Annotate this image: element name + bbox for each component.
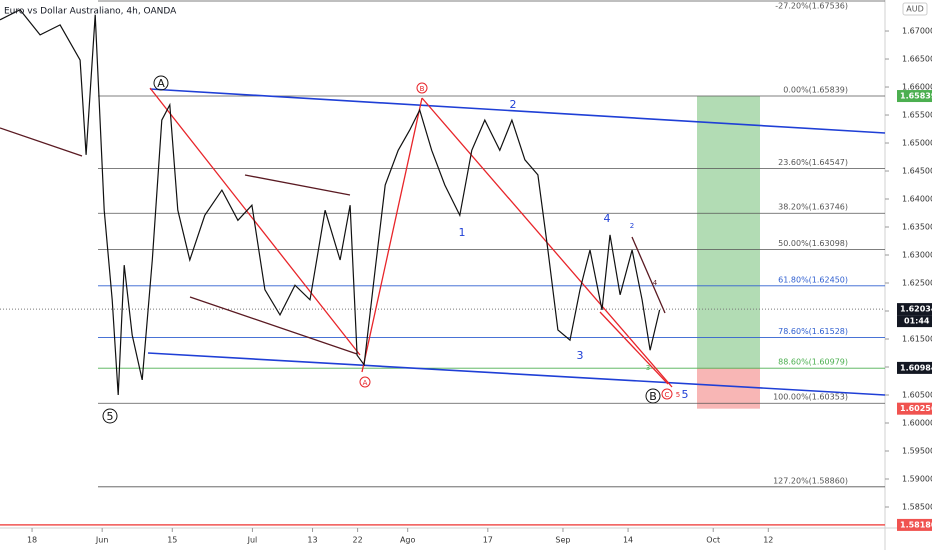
loss-zone xyxy=(697,367,760,409)
annotation: C xyxy=(665,391,670,399)
y-tick-label: 1.59000 xyxy=(902,474,932,483)
x-tick-label: 15 xyxy=(167,536,177,545)
series-layer xyxy=(0,8,661,396)
annotation: 5 xyxy=(676,391,680,399)
wedge-line xyxy=(631,236,666,314)
x-tick-label: 17 xyxy=(483,536,493,545)
annotation-circle xyxy=(359,376,371,388)
countdown: 01:44 xyxy=(904,317,930,326)
profit-zone xyxy=(697,96,760,368)
wedge-line xyxy=(0,127,83,157)
price-badge-label: 1.62034 xyxy=(900,305,932,314)
fib-label: 88.60%(1.60979) xyxy=(778,358,848,367)
fib-label: 78.60%(1.61528) xyxy=(778,327,848,336)
fib-label: 23.60%(1.64547) xyxy=(778,158,848,167)
countdown-badge xyxy=(897,315,932,328)
axis-layer: 1.585001.590001.595001.600001.605001.610… xyxy=(27,27,932,545)
currency-box xyxy=(902,2,928,16)
price-line xyxy=(0,8,661,396)
x-tick-label: 13 xyxy=(307,536,317,545)
channel-line xyxy=(147,352,886,396)
x-tick-label: Jul xyxy=(247,536,258,545)
wave-line xyxy=(599,311,669,385)
channel-line xyxy=(149,88,886,134)
x-tick-label: 12 xyxy=(763,536,773,545)
annotation: 4 xyxy=(604,212,611,225)
price-badge-label: 1.60984 xyxy=(900,363,932,372)
annotation: 4 xyxy=(653,279,658,287)
x-tick-label: Oct xyxy=(706,536,720,545)
annotation: 1 xyxy=(459,226,466,239)
annotation-circle xyxy=(645,388,661,404)
wedge-line xyxy=(189,296,358,355)
price-badge xyxy=(897,303,932,316)
annotation-circle xyxy=(416,82,428,94)
fib-label: 38.20%(1.63746) xyxy=(778,203,848,212)
fib-label: 0.00%(1.65839) xyxy=(783,86,848,95)
price-badge-label: 1.65839 xyxy=(900,92,932,101)
price-badge xyxy=(897,518,932,531)
x-tick-label: 14 xyxy=(623,536,633,545)
wedge-line xyxy=(244,174,351,196)
y-tick-label: 1.67000 xyxy=(902,27,932,36)
chart-title: Euro vs Dollar Australiano, 4h, OANDA xyxy=(4,7,177,17)
annotation: 2 xyxy=(510,98,517,111)
y-tick-label: 1.64000 xyxy=(902,195,932,204)
fib-label: 100.00%(1.60353) xyxy=(773,393,848,402)
annotation: A xyxy=(363,379,368,387)
y-tick-label: 1.65500 xyxy=(902,111,932,120)
annotation: 3 xyxy=(646,364,650,372)
x-tick-label: 18 xyxy=(27,536,37,545)
price-badge xyxy=(897,361,932,374)
annotation: 3 xyxy=(577,349,584,362)
y-tick-label: 1.60500 xyxy=(902,391,932,400)
annotation: 2 xyxy=(630,222,634,230)
wave-line xyxy=(361,97,423,373)
y-tick-label: 1.62500 xyxy=(902,279,932,288)
y-tick-label: 1.66500 xyxy=(902,55,932,64)
price-badge-label: 1.60256 xyxy=(900,404,932,413)
fib-label: -27.20%(1.67536) xyxy=(775,2,848,11)
annotation-circle xyxy=(102,408,118,424)
y-tick-label: 1.63000 xyxy=(902,251,932,260)
fib-label: 50.00%(1.63098) xyxy=(778,239,848,248)
background-layer: -27.20%(1.67536) 0.00%(1.65839) 23.60%(1.6… xyxy=(0,0,885,526)
y-tick-label: 1.64500 xyxy=(902,167,932,176)
y-tick-label: 1.58500 xyxy=(902,502,932,511)
x-tick-label: Ago xyxy=(400,536,416,545)
x-tick-label: Jun xyxy=(95,536,109,545)
price-badge xyxy=(897,90,932,103)
fib-label: 127.20%(1.58860) xyxy=(773,476,848,485)
fib-label: 61.80%(1.62450) xyxy=(778,275,848,284)
y-tick-label: 1.66000 xyxy=(902,83,932,92)
x-tick-label: 22 xyxy=(353,536,363,545)
annotation: A xyxy=(157,77,165,90)
annotation-circle xyxy=(661,388,673,400)
currency: AUD xyxy=(906,5,924,14)
y-tick-label: 1.60000 xyxy=(902,418,932,427)
y-tick-label: 1.59500 xyxy=(902,446,932,455)
y-tick-label: 1.65000 xyxy=(902,139,932,148)
price-badge xyxy=(897,402,932,415)
annotation: 5 xyxy=(682,388,689,401)
x-tick-label: Sep xyxy=(555,536,570,545)
annotation: 5 xyxy=(107,410,114,423)
annotation: B xyxy=(649,390,657,403)
annotation: B xyxy=(420,85,425,93)
y-tick-label: 1.63500 xyxy=(902,223,932,232)
y-tick-label: 1.61500 xyxy=(902,335,932,344)
annotations: A B A 1 2 3 4 5 B C 5 2 4 3 5 xyxy=(102,75,689,424)
annotation-circle xyxy=(153,75,169,91)
